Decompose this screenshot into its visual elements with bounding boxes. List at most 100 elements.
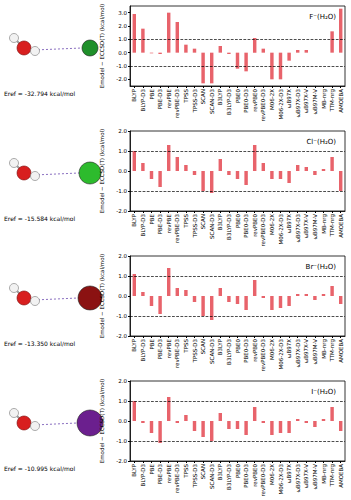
- svg-text:TPSS: TPSS: [183, 214, 189, 229]
- svg-text:1.0: 1.0: [118, 398, 127, 404]
- svg-text:AMOEBA: AMOEBA: [338, 89, 344, 113]
- svg-text:B3LYP-D3: B3LYP-D3: [226, 89, 232, 115]
- svg-text:ωB97M-V: ωB97M-V: [312, 339, 318, 365]
- svg-text:-1.0: -1.0: [116, 438, 127, 444]
- svg-text:B3LYP: B3LYP: [217, 463, 223, 480]
- svg-text:B3LYP: B3LYP: [217, 338, 223, 355]
- svg-text:PBE0: PBE0: [235, 339, 241, 354]
- svg-text:revPBE0-D3: revPBE0-D3: [260, 463, 266, 496]
- svg-text:PBE0-D3: PBE0-D3: [243, 89, 249, 113]
- svg-text:PBE-D3: PBE-D3: [157, 339, 163, 360]
- svg-text:B3LYP: B3LYP: [217, 88, 223, 105]
- svg-text:revPBE0-D3: revPBE0-D3: [260, 88, 266, 121]
- svg-text:BLYP-D3: BLYP-D3: [140, 464, 146, 487]
- svg-text:SCAN-D3: SCAN-D3: [209, 339, 215, 364]
- svg-text:SCAN-D3: SCAN-D3: [209, 214, 215, 239]
- svg-text:BLYP: BLYP: [131, 88, 137, 101]
- svg-text:MB-nrg: MB-nrg: [321, 339, 328, 359]
- svg-text:F⁻(H₂O): F⁻(H₂O): [309, 13, 336, 21]
- svg-text:M06-2X: M06-2X: [269, 339, 275, 360]
- svg-text:B3LYP: B3LYP: [217, 213, 223, 230]
- svg-text:PBE0: PBE0: [235, 89, 241, 104]
- svg-text:Emodel − ECCSD(T) (kcal/mol): Emodel − ECCSD(T) (kcal/mol): [99, 4, 105, 89]
- svg-text:PBE: PBE: [149, 463, 155, 474]
- svg-text:BLYP: BLYP: [131, 338, 137, 351]
- svg-text:PBE0: PBE0: [235, 464, 241, 479]
- svg-text:BLYP: BLYP: [131, 463, 137, 476]
- svg-text:Eref = -32.794 kcal/mol: Eref = -32.794 kcal/mol: [4, 90, 75, 97]
- svg-text:SCAN: SCAN: [200, 214, 206, 229]
- svg-text:ωB97M-V: ωB97M-V: [312, 214, 318, 240]
- svg-text:revPBE: revPBE: [166, 213, 172, 233]
- svg-text:revPBE: revPBE: [166, 88, 172, 108]
- svg-text:ωB97X-D3: ωB97X-D3: [295, 339, 301, 368]
- svg-text:I⁻(H₂O): I⁻(H₂O): [311, 388, 336, 396]
- svg-text:ωB97M-V: ωB97M-V: [312, 89, 318, 115]
- svg-text:Eref = -10.995 kcal/mol: Eref = -10.995 kcal/mol: [4, 465, 75, 472]
- svg-text:1.0: 1.0: [118, 273, 127, 279]
- svg-text:-2.0: -2.0: [116, 208, 127, 214]
- svg-text:0.0: 0.0: [118, 418, 127, 424]
- svg-text:-2.0: -2.0: [116, 333, 127, 339]
- svg-text:ωB97X-V: ωB97X-V: [303, 339, 309, 364]
- svg-text:PBE0-D3: PBE0-D3: [243, 464, 249, 488]
- svg-text:SCAN: SCAN: [200, 339, 206, 354]
- svg-text:ωB97X-V: ωB97X-V: [303, 464, 309, 489]
- svg-text:3.0: 3.0: [118, 10, 127, 16]
- svg-text:TTM-nrg: TTM-nrg: [329, 89, 336, 113]
- svg-text:MB-nrg: MB-nrg: [321, 464, 328, 484]
- svg-text:ωB97X: ωB97X: [286, 89, 292, 108]
- svg-text:Br⁻(H₂O): Br⁻(H₂O): [306, 263, 337, 271]
- svg-text:TPSS: TPSS: [183, 464, 189, 479]
- svg-text:revPBE0-D3: revPBE0-D3: [260, 338, 266, 371]
- svg-text:M06-2X: M06-2X: [269, 464, 275, 485]
- svg-text:-1.0: -1.0: [116, 188, 127, 194]
- svg-text:AMOEBA: AMOEBA: [338, 464, 344, 488]
- svg-text:2.0: 2.0: [118, 23, 127, 29]
- svg-text:0.0: 0.0: [118, 168, 127, 174]
- svg-text:ωB97X-D3: ωB97X-D3: [295, 464, 301, 493]
- svg-text:TPSS-D3: TPSS-D3: [192, 214, 198, 239]
- svg-text:TTM-nrg: TTM-nrg: [329, 339, 336, 363]
- svg-text:-1.0: -1.0: [116, 313, 127, 319]
- svg-text:M06-2X: M06-2X: [269, 214, 275, 235]
- svg-text:MB-nrg: MB-nrg: [321, 214, 328, 234]
- svg-text:revPBE: revPBE: [166, 338, 172, 358]
- svg-text:ωB97X-D3: ωB97X-D3: [295, 214, 301, 243]
- svg-text:revPBE-D3: revPBE-D3: [174, 214, 180, 244]
- svg-text:M06-2X-D3: M06-2X-D3: [278, 464, 284, 495]
- svg-text:revPBE0-D3: revPBE0-D3: [260, 213, 266, 246]
- svg-text:BLYP-D3: BLYP-D3: [140, 339, 146, 362]
- svg-text:2.0: 2.0: [118, 378, 127, 384]
- svg-text:B3LYP-D3: B3LYP-D3: [226, 339, 232, 365]
- svg-text:ωB97X: ωB97X: [286, 464, 292, 483]
- svg-text:SCAN: SCAN: [200, 89, 206, 104]
- svg-text:ωB97X-V: ωB97X-V: [303, 214, 309, 239]
- svg-text:TPSS-D3: TPSS-D3: [192, 89, 198, 114]
- svg-text:ωB97X: ωB97X: [286, 214, 292, 233]
- svg-text:0.0: 0.0: [118, 293, 127, 299]
- svg-text:TPSS-D3: TPSS-D3: [192, 339, 198, 364]
- svg-text:1.0: 1.0: [118, 148, 127, 154]
- svg-text:PBE-D3: PBE-D3: [157, 214, 163, 235]
- svg-text:TTM-nrg: TTM-nrg: [329, 214, 336, 238]
- svg-text:BLYP-D3: BLYP-D3: [140, 89, 146, 112]
- svg-text:ωB97X: ωB97X: [286, 339, 292, 358]
- svg-text:AMOEBA: AMOEBA: [338, 214, 344, 238]
- svg-text:Emodel − ECCSD(T) (kcal/mol): Emodel − ECCSD(T) (kcal/mol): [99, 254, 105, 339]
- svg-text:revPBE-D3: revPBE-D3: [174, 464, 180, 494]
- svg-text:TPSS-D3: TPSS-D3: [192, 464, 198, 489]
- svg-text:Eref = -15.584 kcal/mol: Eref = -15.584 kcal/mol: [4, 215, 75, 222]
- svg-text:Eref = -13.350 kcal/mol: Eref = -13.350 kcal/mol: [4, 340, 75, 347]
- svg-text:B3LYP-D3: B3LYP-D3: [226, 214, 232, 240]
- svg-text:B3LYP-D3: B3LYP-D3: [226, 464, 232, 490]
- svg-text:Emodel − ECCSD(T) (kcal/mol): Emodel − ECCSD(T) (kcal/mol): [99, 379, 105, 464]
- svg-text:TTM-nrg: TTM-nrg: [329, 464, 336, 488]
- svg-text:PBE0-D3: PBE0-D3: [243, 339, 249, 363]
- svg-text:M06-2X-D3: M06-2X-D3: [278, 214, 284, 245]
- svg-text:revPBE0: revPBE0: [252, 213, 258, 236]
- svg-text:MB-nrg: MB-nrg: [321, 89, 328, 109]
- svg-text:-2.0: -2.0: [116, 76, 127, 82]
- svg-text:PBE-D3: PBE-D3: [157, 89, 163, 110]
- svg-text:revPBE0: revPBE0: [252, 88, 258, 111]
